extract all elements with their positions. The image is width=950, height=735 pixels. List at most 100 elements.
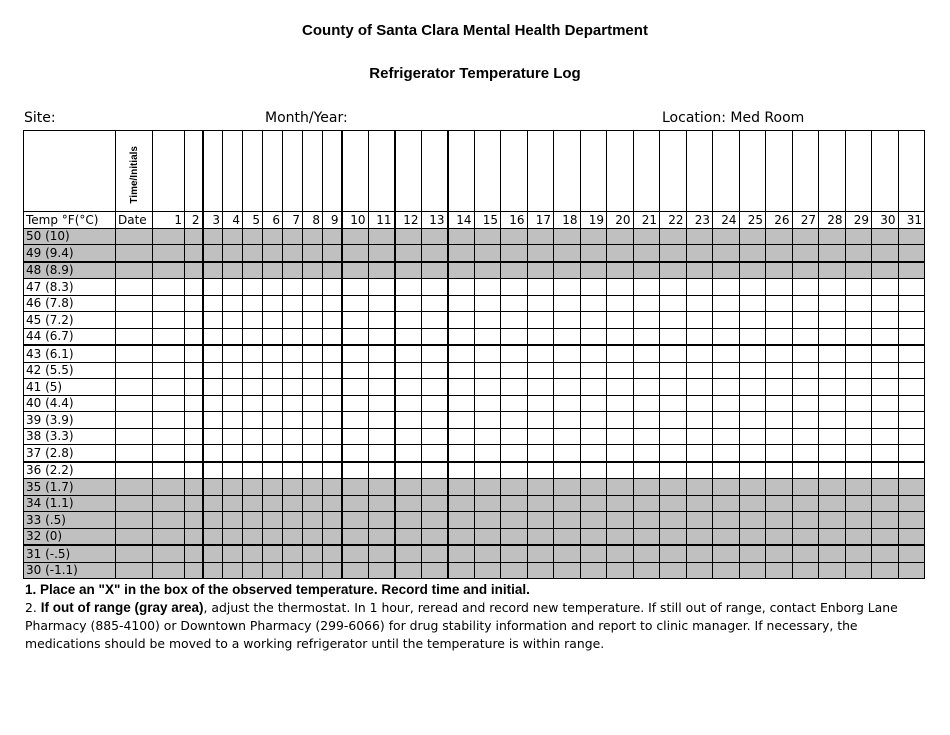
log-cell-day-16[interactable] — [500, 427, 528, 445]
log-cell-day-26[interactable] — [765, 411, 793, 429]
log-cell-day-17[interactable] — [526, 361, 554, 379]
time-initials-cell-day-16[interactable] — [500, 130, 528, 212]
log-cell-day-3[interactable] — [201, 494, 223, 512]
log-cell-day-17[interactable] — [526, 394, 554, 412]
log-cell-day-4[interactable] — [222, 260, 243, 279]
log-cell-day-21[interactable] — [632, 294, 660, 312]
log-cell-day-22[interactable] — [659, 278, 687, 296]
log-cell-day-7[interactable] — [282, 327, 303, 346]
log-cell-day-27[interactable] — [791, 494, 819, 512]
log-cell-day-4[interactable] — [222, 394, 243, 412]
log-cell-day-3[interactable] — [201, 511, 223, 529]
log-cell-day-13[interactable] — [420, 561, 448, 579]
log-cell-day-24[interactable] — [712, 260, 740, 279]
log-cell-day-28[interactable] — [818, 527, 846, 546]
log-cell-day-14[interactable] — [446, 561, 475, 579]
log-cell-day-9[interactable] — [322, 444, 342, 462]
log-cell-day-15[interactable] — [473, 561, 501, 579]
log-cell-day-25[interactable] — [738, 527, 766, 546]
log-cell-day-2[interactable] — [184, 527, 203, 546]
log-cell-day-29[interactable] — [844, 511, 872, 529]
time-initials-cell-day-25[interactable] — [738, 130, 766, 212]
log-cell-day-30[interactable] — [871, 327, 899, 346]
log-cell-day-11[interactable] — [367, 411, 395, 429]
log-cell-day-18[interactable] — [553, 561, 581, 579]
time-initials-cell-day-29[interactable] — [844, 130, 872, 212]
log-cell-day-31[interactable] — [897, 544, 925, 563]
log-cell-day-25[interactable] — [738, 411, 766, 429]
log-cell-day-21[interactable] — [632, 478, 660, 496]
log-cell-day-19[interactable] — [579, 344, 607, 363]
log-cell-day-12[interactable] — [393, 294, 422, 312]
time-initials-cell-day-4[interactable] — [222, 130, 243, 212]
log-cell-day-22[interactable] — [659, 244, 687, 262]
time-initials-cell-day-5[interactable] — [242, 130, 263, 212]
log-cell-day-5[interactable] — [242, 278, 263, 296]
log-cell-day-11[interactable] — [367, 361, 395, 379]
log-cell-day-20[interactable] — [606, 561, 634, 579]
log-cell-day-20[interactable] — [606, 527, 634, 546]
log-cell-day-20[interactable] — [606, 444, 634, 462]
log-cell-day-5[interactable] — [242, 427, 263, 445]
log-cell-day-11[interactable] — [367, 561, 395, 579]
log-cell-day-1[interactable] — [152, 294, 185, 312]
log-cell-day-4[interactable] — [222, 244, 243, 262]
time-initials-cell-day-3[interactable] — [201, 130, 223, 212]
log-cell-day-8[interactable] — [302, 344, 323, 363]
log-cell-day-15[interactable] — [473, 244, 501, 262]
log-cell-day-13[interactable] — [420, 427, 448, 445]
log-cell-day-11[interactable] — [367, 544, 395, 563]
log-cell-day-18[interactable] — [553, 478, 581, 496]
log-cell-day-5[interactable] — [242, 494, 263, 512]
log-cell-day-16[interactable] — [500, 344, 528, 363]
log-cell-day-12[interactable] — [393, 327, 422, 346]
log-cell-day-31[interactable] — [897, 494, 925, 512]
log-cell-day-19[interactable] — [579, 444, 607, 462]
log-cell-day-12[interactable] — [393, 311, 422, 329]
log-cell-day-16[interactable] — [500, 544, 528, 563]
log-cell-day-5[interactable] — [242, 344, 263, 363]
log-cell-day-18[interactable] — [553, 244, 581, 262]
log-cell-day-2[interactable] — [184, 411, 203, 429]
log-cell-day-29[interactable] — [844, 260, 872, 279]
log-cell-day-8[interactable] — [302, 227, 323, 245]
log-cell-day-20[interactable] — [606, 427, 634, 445]
log-cell-day-15[interactable] — [473, 494, 501, 512]
log-cell-day-28[interactable] — [818, 427, 846, 445]
log-cell-day-8[interactable] — [302, 478, 323, 496]
log-cell-day-29[interactable] — [844, 294, 872, 312]
log-cell-day-14[interactable] — [446, 478, 475, 496]
log-cell-day-25[interactable] — [738, 378, 766, 396]
time-initials-cell-day-6[interactable] — [262, 130, 283, 212]
time-initials-cell-day-14[interactable] — [446, 130, 475, 212]
log-cell-day-5[interactable] — [242, 311, 263, 329]
log-cell-day-17[interactable] — [526, 444, 554, 462]
log-cell-day-13[interactable] — [420, 494, 448, 512]
log-cell-day-25[interactable] — [738, 427, 766, 445]
log-cell-day-26[interactable] — [765, 511, 793, 529]
log-cell-day-21[interactable] — [632, 444, 660, 462]
time-initials-cell-day-18[interactable] — [553, 130, 581, 212]
log-cell-day-29[interactable] — [844, 444, 872, 462]
log-cell-day-18[interactable] — [553, 494, 581, 512]
log-cell-day-23[interactable] — [685, 294, 713, 312]
log-cell-day-7[interactable] — [282, 478, 303, 496]
log-cell-day-16[interactable] — [500, 361, 528, 379]
log-cell-day-12[interactable] — [393, 411, 422, 429]
log-cell-day-28[interactable] — [818, 561, 846, 579]
log-cell-day-14[interactable] — [446, 244, 475, 262]
log-cell-day-15[interactable] — [473, 278, 501, 296]
log-cell-day-28[interactable] — [818, 278, 846, 296]
log-cell-day-29[interactable] — [844, 378, 872, 396]
log-cell-day-19[interactable] — [579, 478, 607, 496]
log-cell-day-25[interactable] — [738, 544, 766, 563]
log-cell-day-18[interactable] — [553, 460, 581, 479]
log-cell-day-1[interactable] — [152, 394, 185, 412]
log-cell-day-12[interactable] — [393, 527, 422, 546]
log-cell-day-26[interactable] — [765, 227, 793, 245]
log-cell-day-5[interactable] — [242, 561, 263, 579]
log-cell-day-4[interactable] — [222, 511, 243, 529]
log-cell-day-11[interactable] — [367, 378, 395, 396]
log-cell-day-3[interactable] — [201, 361, 223, 379]
log-cell-day-26[interactable] — [765, 460, 793, 479]
